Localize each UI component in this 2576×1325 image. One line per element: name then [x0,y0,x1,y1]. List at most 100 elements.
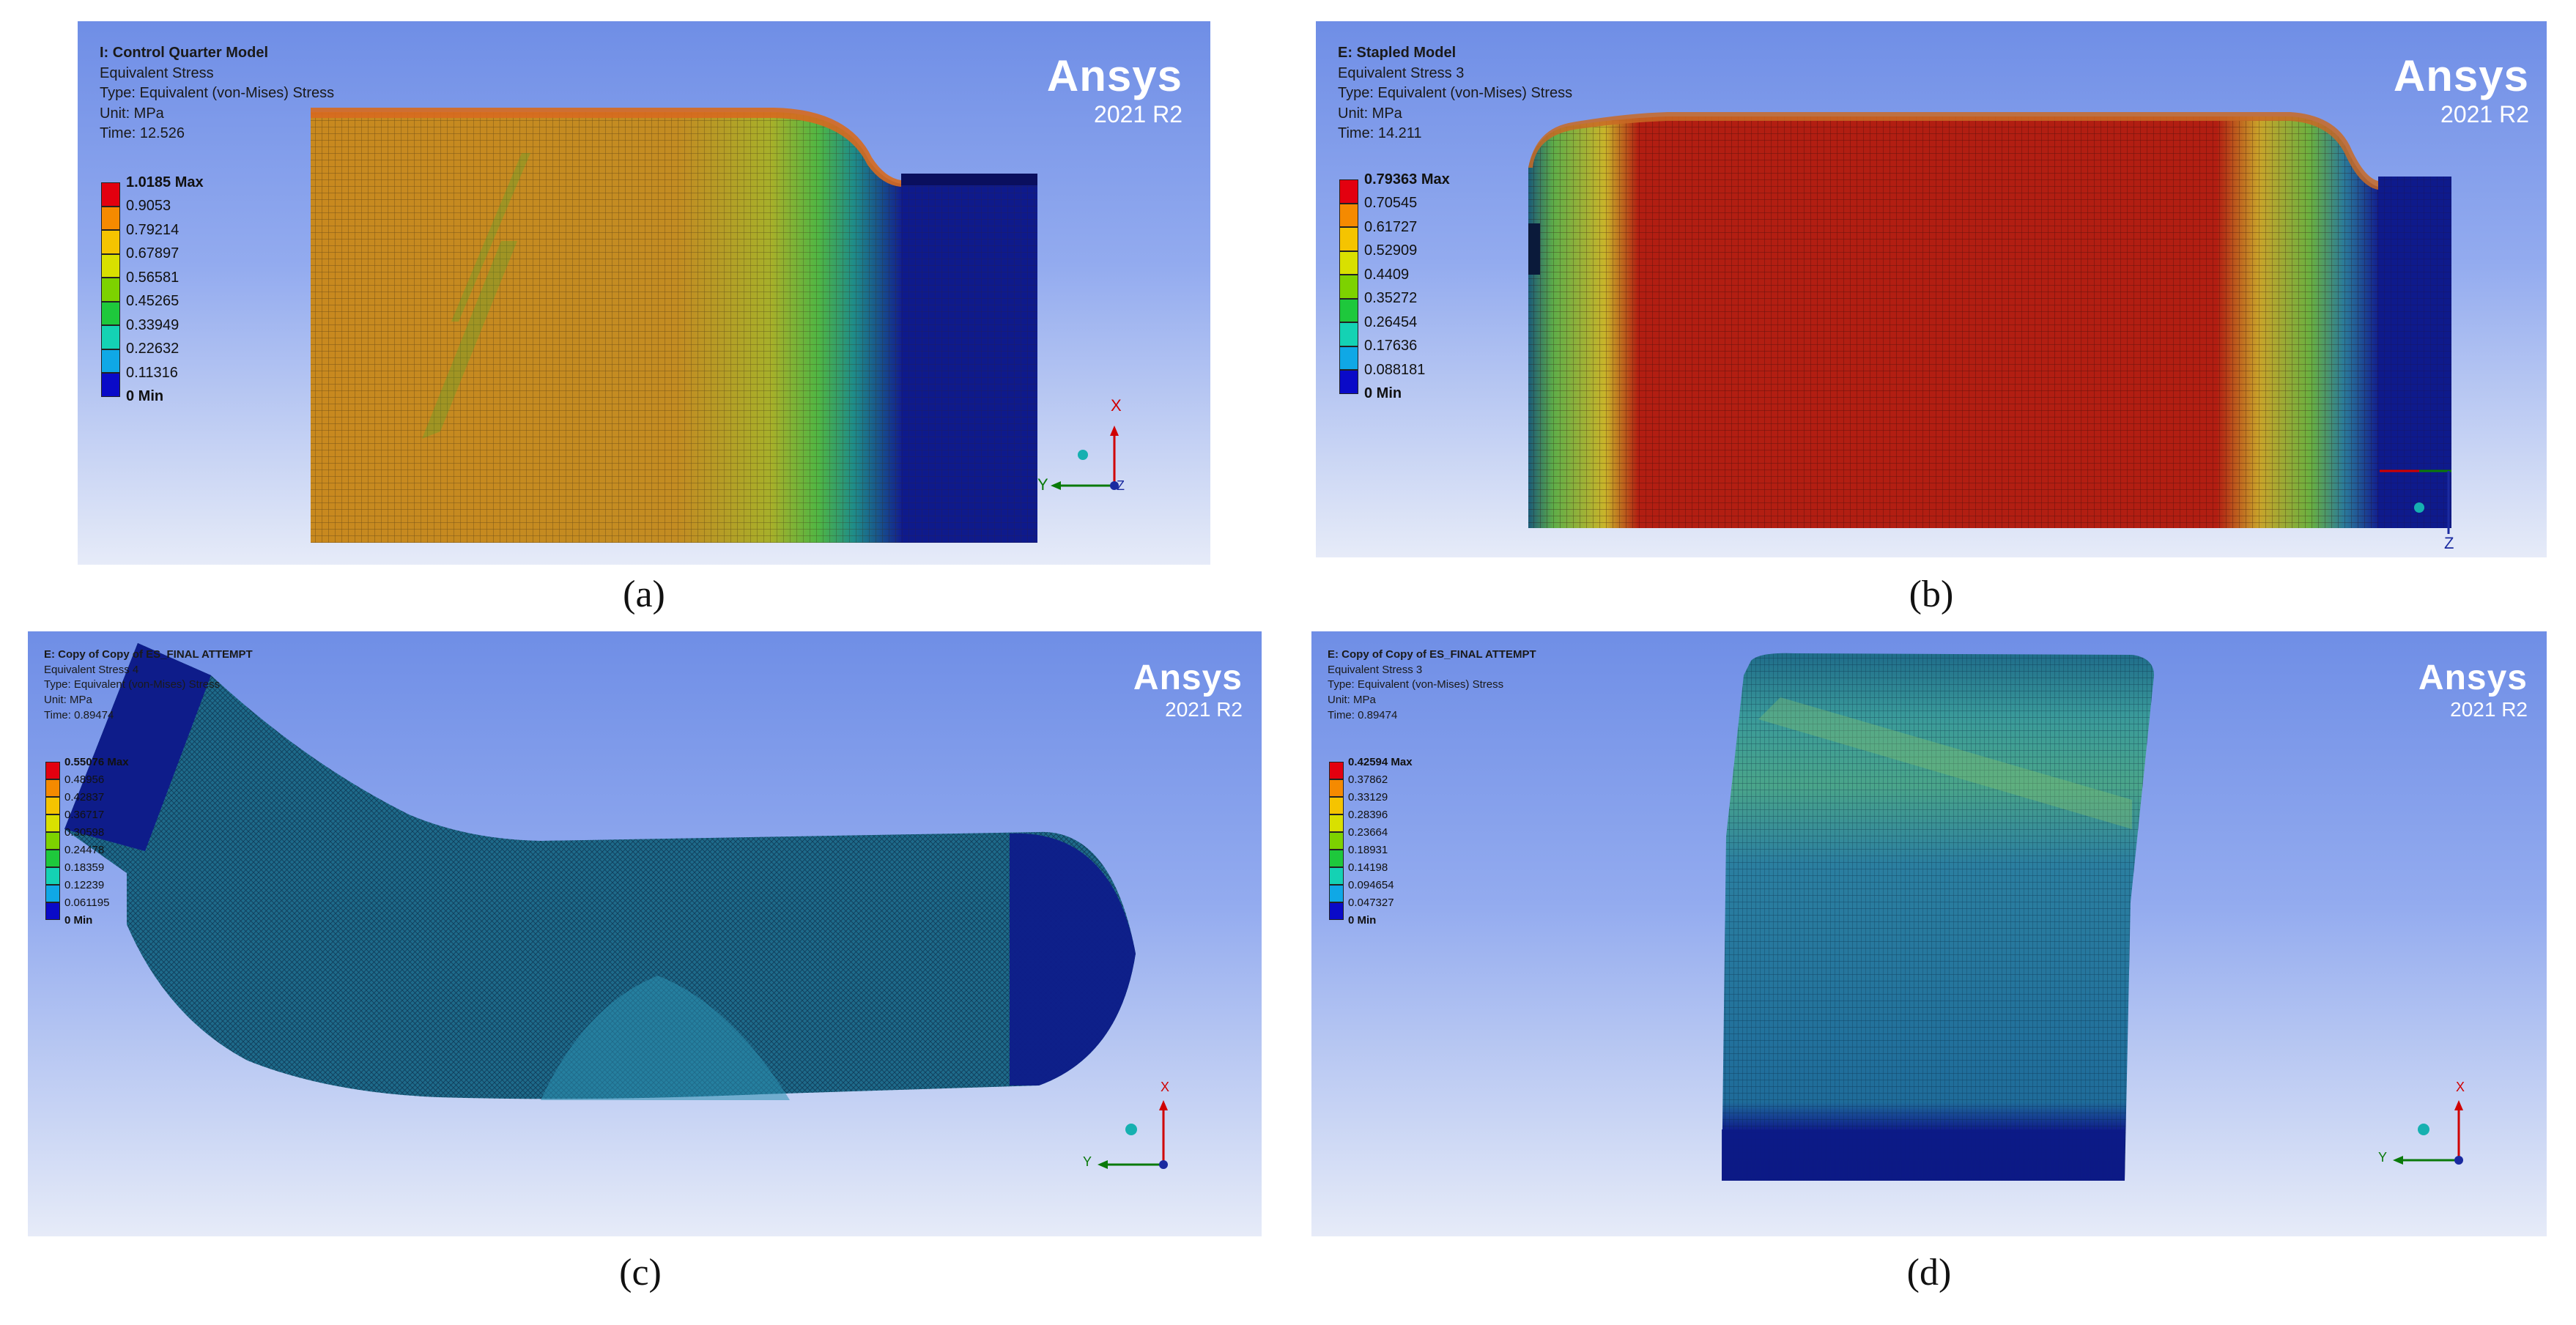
legend-value-label: 0.61727 [1364,218,1418,235]
panel-d-axis-x-label: X [2456,1080,2465,1094]
panel-a-unit: Unit: MPa [100,105,164,122]
legend-swatch [101,182,120,207]
panel-a-type: Type: Equivalent (von-Mises) Stress [100,85,335,102]
legend-value-label: 0.18359 [64,861,105,874]
legend-row: 0.26454 [1339,314,1450,346]
panel-d-axis-y-label: Y [2378,1150,2388,1165]
legend-swatch [101,373,120,397]
panel-b-result-name: Equivalent Stress 3 [1338,64,1465,81]
panel-c-axis-x-label: X [1161,1080,1170,1094]
panel-a-viewport[interactable]: I: Control Quarter Model Equivalent Stre… [78,21,1210,565]
legend-row: 0.18931 [1329,844,1413,867]
legend-value-label: 0.18931 [1348,843,1388,856]
legend-swatch [1339,203,1358,227]
panel-c-viewport[interactable]: E: Copy of Copy of ES_FINAL ATTEMPT Equi… [28,631,1262,1236]
legend-row: 0.61727 [1339,219,1450,251]
panel-a-brand: Ansys 2021 R2 [1047,51,1182,128]
legend-row: 0.33129 [1329,791,1413,814]
legend-row: 0 Min [45,902,129,938]
panel-b-viewport[interactable]: E: Stapled Model Equivalent Stress 3 Typ… [1316,21,2547,557]
legend-row: 0.79363 Max [1339,171,1450,204]
legend-swatch [45,762,60,779]
panel-a-axis-z-label: Z [1117,478,1125,493]
panel-a-color-legend: 1.0185 Max 0.9053 0.79214 0.67897 0.56581 0.4… [101,174,204,421]
legend-value-label: 0.35272 [1364,290,1418,307]
legend-value-label: 0.22632 [126,341,179,357]
panel-a-model-view [311,108,1119,543]
panel-d-result-info: E: Copy of Copy of ES_FINAL ATTEMPT Equi… [1328,647,1536,723]
panel-b-result-info: E: Stapled Model Equivalent Stress 3 Typ… [1338,43,1572,144]
legend-value-label: 0.24478 [64,843,105,856]
legend-value-label: 0.37862 [1348,773,1388,786]
legend-row: 0.48956 [45,773,129,797]
panel-d-viewport[interactable]: E: Copy of Copy of ES_FINAL ATTEMPT Equi… [1311,631,2547,1236]
panel-c-time: Time: 0.89474 [44,708,114,721]
legend-value-label: 0.061195 [64,896,110,909]
panel-c-type: Type: Equivalent (von-Mises) Stress [44,678,221,691]
legend-swatch [101,253,120,278]
legend-swatch [101,325,120,349]
legend-swatch [45,797,60,814]
legend-row: 0.12239 [45,879,129,902]
legend-swatch [101,206,120,230]
legend-swatch [1339,370,1358,394]
legend-swatch [45,885,60,902]
legend-row: 0.14198 [1329,861,1413,885]
panel-a-time: Time: 12.526 [100,125,185,142]
panel-d-color-legend: 0.42594 Max 0.37862 0.33129 0.28396 0.23664 0… [1329,756,1413,938]
legend-row: 0.4409 [1339,267,1450,299]
legend-value-label: 0.088181 [1364,361,1426,378]
caption-a: (a) [623,574,665,615]
legend-value-label: 0.79214 [126,221,179,238]
ansys-logo: Ansys [1046,51,1182,100]
panel-c-axis-triad [1098,1100,1168,1169]
legend-value-label: 0.28396 [1348,808,1388,821]
panel-d-axis-triad [2393,1100,2463,1165]
legend-row: 0 Min [1329,902,1413,938]
caption-c: (c) [619,1252,662,1294]
panel-a-axis-triad [1051,426,1119,490]
panel-d-brand: Ansys 2021 R2 [2418,658,2528,721]
legend-swatch [1339,322,1358,346]
panel-d-result-name: Equivalent Stress 3 [1328,663,1423,676]
legend-max-label: 1.0185 Max [126,174,204,190]
legend-value-label: 0.12239 [64,878,105,891]
legend-row: 0 Min [101,373,204,421]
legend-row: 0.23664 [1329,826,1413,850]
legend-value-label: 0.70545 [1364,195,1418,212]
legend-swatch [101,301,120,325]
legend-row: 0.36717 [45,809,129,832]
legend-swatch [1339,346,1358,370]
legend-value-label: 0.36717 [64,808,105,821]
panel-b-brand: Ansys 2021 R2 [2394,51,2529,128]
legend-value-label: 0.26454 [1364,313,1418,330]
legend-swatch [1329,779,1344,797]
legend-row: 0.18359 [45,861,129,885]
legend-row: 0.33949 [101,317,204,349]
panel-a-result-name: Equivalent Stress [100,64,214,81]
panel-c-axis-y-label: Y [1083,1154,1092,1169]
legend-row: 0.22632 [101,341,204,373]
legend-max-label: 0.55076 Max [64,755,129,768]
legend-row: 0.42837 [45,791,129,814]
legend-row: 0.52909 [1339,242,1450,275]
legend-swatch [1329,867,1344,885]
legend-row: 0.37862 [1329,773,1413,797]
legend-swatch [1329,814,1344,832]
panel-b-type: Type: Equivalent (von-Mises) Stress [1338,85,1573,102]
legend-min-label: 0 Min [1364,385,1402,402]
legend-value-label: 0.17636 [1364,338,1418,355]
legend-min-label: 0 Min [64,913,93,927]
legend-swatch [1339,275,1358,299]
legend-row: 0.70545 [1339,195,1450,227]
legend-swatch [101,278,120,302]
caption-d: (d) [1906,1252,1952,1294]
legend-swatch [101,349,120,373]
legend-value-label: 0.4409 [1364,266,1410,283]
legend-swatch [1339,298,1358,322]
legend-swatch [1329,885,1344,902]
legend-row: 0.17636 [1339,338,1450,370]
caption-b: (b) [1909,574,1954,615]
legend-swatch [1339,250,1358,275]
legend-row: 0 Min [1339,370,1450,418]
